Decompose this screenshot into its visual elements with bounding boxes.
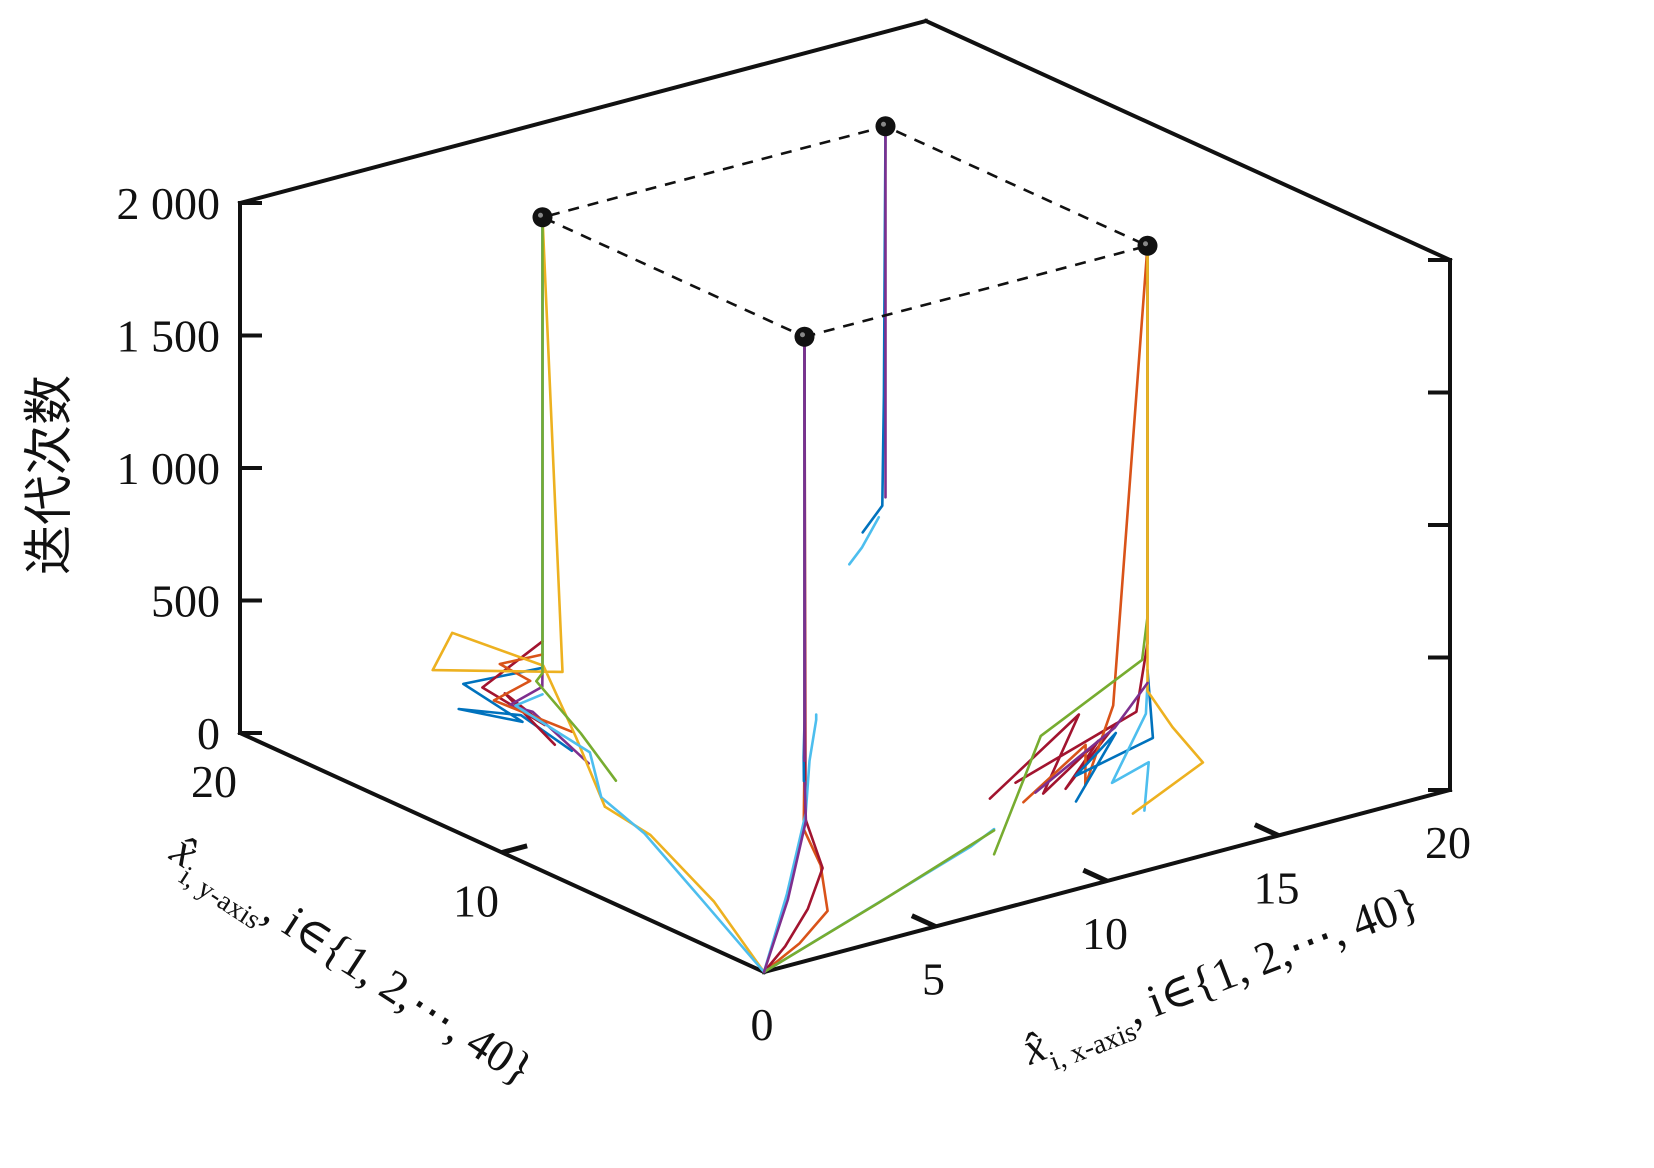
y-axis-label-subscript: i, y-axis bbox=[174, 861, 267, 936]
x-tick-label: 0 bbox=[751, 999, 774, 1050]
z-tick-label: 2 000 bbox=[117, 178, 221, 229]
trajectory-line bbox=[1034, 681, 1149, 794]
series-lines bbox=[431, 125, 1205, 974]
trajectory-line bbox=[534, 216, 618, 783]
trajectory-line bbox=[1074, 668, 1155, 803]
trajectory-line bbox=[762, 713, 818, 974]
x-axis-label: x̂i, x-axis, i∈{1, 2,⋯, 40} bbox=[1014, 876, 1429, 1085]
trajectory-line bbox=[431, 216, 607, 809]
target-marker-highlight bbox=[538, 212, 543, 218]
trajectory-line bbox=[599, 796, 766, 974]
y-axis-label: x̂i, y-axis, i∈{1, 2,⋯, 40} bbox=[156, 823, 543, 1104]
target-marker-highlight bbox=[800, 332, 805, 338]
target-marker bbox=[532, 207, 553, 228]
axis-ticks bbox=[240, 201, 1450, 929]
x-axis-label-subscript: i, x-axis bbox=[1045, 1016, 1140, 1077]
target-marker bbox=[1137, 235, 1158, 256]
trajectory-line bbox=[603, 805, 766, 974]
z-tick-label: 1 500 bbox=[117, 311, 221, 362]
trajectory-line bbox=[988, 244, 1149, 800]
target-outline bbox=[538, 124, 1152, 339]
x-tick-label: 20 bbox=[1425, 817, 1471, 868]
trajectory-line bbox=[762, 335, 829, 974]
box-edge-5 bbox=[923, 18, 1453, 263]
target-marker-highlight bbox=[881, 121, 886, 127]
x-tick-label: 10 bbox=[1082, 908, 1128, 959]
trajectory-line bbox=[492, 653, 574, 734]
trajectory-line bbox=[1022, 244, 1149, 804]
target-marker-highlight bbox=[1143, 241, 1148, 247]
y-tick-label: 10 bbox=[453, 876, 499, 927]
z-tick-labels: 0 500 1 000 1 500 2 000 bbox=[117, 178, 221, 759]
target-markers bbox=[532, 116, 1158, 347]
trajectory-line bbox=[1110, 681, 1150, 812]
y-tick-label: 20 bbox=[191, 756, 237, 807]
y-axis-label-rest: , i∈{1, 2,⋯, 40} bbox=[255, 884, 542, 1095]
trajectory-line bbox=[1131, 244, 1205, 815]
y-tick-labels: 10 20 bbox=[191, 756, 499, 927]
x-tick-mark-3 bbox=[1253, 822, 1280, 838]
x-tick-label: 5 bbox=[922, 954, 945, 1005]
z-axis-label: 迭代次数 bbox=[20, 375, 78, 575]
trajectory-line bbox=[847, 515, 881, 566]
trajectory-line bbox=[762, 829, 996, 974]
x-tick-mark-2 bbox=[1082, 867, 1109, 884]
y-tick-mark-0 bbox=[501, 843, 528, 855]
trajectory-line bbox=[514, 692, 603, 799]
box-edge-4 bbox=[237, 18, 929, 206]
x-tick-labels: 0 5 10 15 20 bbox=[751, 817, 1472, 1050]
z-tick-label: 500 bbox=[151, 576, 220, 627]
z-tick-label: 0 bbox=[197, 708, 220, 759]
target-marker bbox=[794, 326, 815, 347]
z-tick-label: 1 000 bbox=[117, 443, 221, 494]
trajectory-line bbox=[762, 780, 808, 974]
x-tick-label: 15 bbox=[1254, 863, 1300, 914]
trajectory-line bbox=[861, 125, 887, 534]
target-marker bbox=[875, 116, 896, 137]
x-tick-mark-1 bbox=[910, 913, 937, 929]
